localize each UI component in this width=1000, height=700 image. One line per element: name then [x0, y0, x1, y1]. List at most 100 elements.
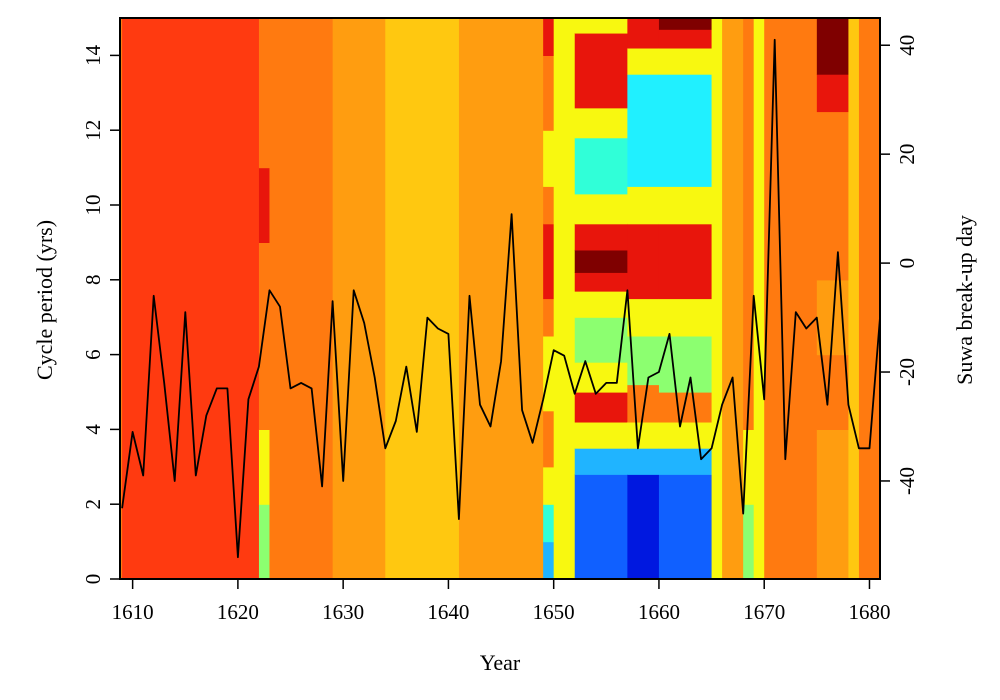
x-tick-label: 1650 — [533, 600, 575, 624]
heatmap-cell — [658, 223, 713, 300]
y-tick-label-right: -40 — [895, 467, 919, 495]
heatmap-cell — [658, 29, 713, 49]
heatmap-cell — [258, 429, 271, 505]
heatmap-cell — [743, 18, 755, 430]
heatmap-cell — [543, 504, 555, 543]
heatmap-cell — [574, 474, 628, 579]
heatmap-cell — [122, 18, 260, 579]
y-tick-label-left: 2 — [81, 499, 105, 510]
heatmap-cell — [658, 186, 713, 225]
y-tick-label-right: 20 — [895, 144, 919, 165]
heatmap-cell — [543, 410, 555, 468]
y-axis-left: 0 2 4 6 8 10 12 14 — [81, 44, 120, 584]
y-tick-label-left: 12 — [81, 120, 105, 141]
heatmap-cell — [816, 111, 850, 206]
y-tick-label-left: 4 — [81, 424, 105, 435]
heatmap-cell — [753, 18, 765, 579]
y-tick-label-left: 8 — [81, 275, 105, 286]
heatmap-cell — [543, 130, 555, 187]
y-tick-label-right: 40 — [895, 35, 919, 56]
heatmap-cell — [543, 55, 555, 131]
heatmap-cell — [816, 18, 850, 75]
heatmap-cell — [543, 18, 555, 56]
heatmap-cell — [743, 504, 755, 579]
heatmap-cell — [574, 107, 628, 139]
heatmap-cell — [543, 541, 555, 579]
heatmap-cell — [543, 466, 555, 505]
heatmap-cell — [848, 18, 860, 579]
heatmap-cell — [574, 448, 628, 475]
heatmap-cell — [553, 18, 576, 579]
heatmap-cell — [627, 74, 660, 187]
y-tick-label-left: 10 — [81, 195, 105, 216]
heatmap-cell — [722, 18, 744, 579]
heatmap-cell — [258, 504, 271, 579]
heatmap-cell — [627, 474, 660, 579]
y-axis-right: -40 -20 0 20 40 — [880, 35, 919, 495]
heatmap-cell — [258, 18, 271, 169]
heatmap-cell — [816, 354, 850, 430]
heatmap-cell — [627, 223, 660, 300]
y-tick-label-right: -20 — [895, 358, 919, 386]
heatmap-cell — [658, 335, 713, 393]
heatmap-cell — [258, 167, 271, 243]
series-line-group — [121, 38, 880, 559]
heatmap-cell — [658, 421, 713, 449]
heatmap-cell — [332, 18, 386, 579]
heatmap-cell — [627, 448, 660, 475]
heatmap-cell — [574, 32, 628, 109]
heatmap-cell — [658, 448, 713, 475]
x-tick-label: 1660 — [638, 600, 680, 624]
heatmap-cell — [627, 186, 660, 225]
x-tick-label: 1670 — [743, 600, 785, 624]
heatmap-cell — [543, 223, 555, 300]
heatmap-cell — [574, 18, 628, 34]
heatmap-cell — [269, 18, 334, 579]
heatmap-cell — [816, 205, 850, 281]
x-tick-label: 1610 — [112, 600, 154, 624]
plot-frame — [119, 17, 881, 580]
heatmap-cell — [627, 47, 660, 75]
heatmap-cell — [658, 18, 713, 30]
heatmap-cell — [858, 18, 880, 579]
heatmap-cell — [658, 74, 713, 187]
y-tick-label-left: 6 — [81, 349, 105, 360]
heatmap-cell — [543, 298, 555, 337]
heatmap-cell — [501, 18, 544, 579]
y-tick-label-left: 14 — [81, 44, 105, 66]
x-axis-title: Year — [480, 650, 521, 675]
heatmap-cell — [574, 291, 628, 318]
heatmap-cell — [574, 223, 628, 251]
heatmap-cell — [574, 193, 628, 225]
heatmap-cell — [574, 137, 628, 195]
heatmap — [120, 18, 880, 579]
heatmap-cell — [627, 298, 660, 337]
y-axis-title-right: Suwa break-up day — [952, 215, 977, 385]
heatmap-cell — [574, 421, 628, 449]
heatmap-cell — [574, 249, 628, 273]
heatmap-cell — [658, 298, 713, 337]
heatmap-cell — [574, 272, 628, 292]
heatmap-cell — [258, 242, 271, 430]
heatmap-cell — [743, 429, 755, 505]
heatmap-cell — [627, 421, 660, 449]
heatmap-cell — [816, 429, 850, 579]
y-tick-label-right: 0 — [895, 258, 919, 269]
heatmap-cell — [574, 392, 628, 423]
heatmap-cell — [816, 74, 850, 113]
x-tick-label: 1620 — [217, 600, 259, 624]
y-tick-label-left: 0 — [81, 574, 105, 585]
heatmap-cell — [658, 47, 713, 75]
x-tick-label: 1640 — [427, 600, 469, 624]
heatmap-cell — [711, 18, 723, 579]
series-line — [121, 38, 880, 559]
x-tick-label: 1630 — [322, 600, 364, 624]
x-tick-label: 1680 — [848, 600, 890, 624]
heatmap-cell — [458, 18, 502, 579]
heatmap-cell — [385, 18, 460, 579]
heatmap-cell — [543, 186, 555, 225]
y-axis-title-left: Cycle period (yrs) — [32, 220, 57, 380]
heatmap-cell — [627, 18, 660, 49]
heatmap-cell — [658, 474, 713, 579]
